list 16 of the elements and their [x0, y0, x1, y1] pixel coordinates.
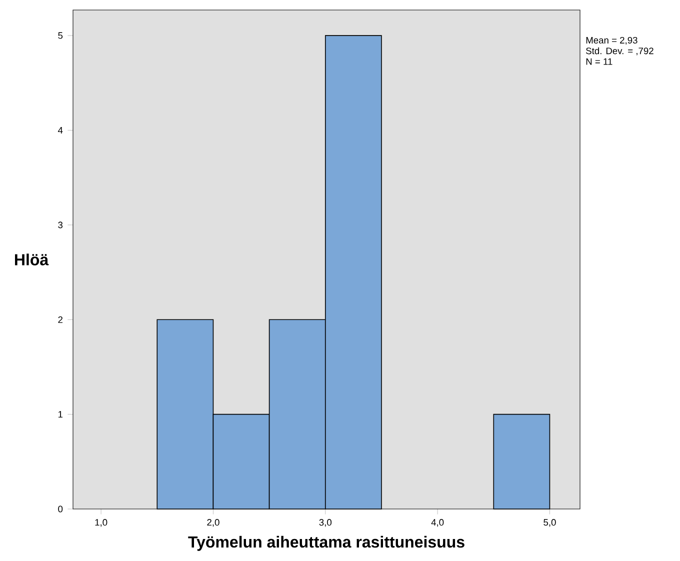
- y-tick-label: 4: [58, 127, 63, 134]
- x-axis-title: Työmelun aiheuttama rasittuneisuus: [188, 536, 464, 551]
- y-tick-label: 0: [58, 506, 63, 512]
- x-tick-label: 2,0: [207, 519, 220, 527]
- y-tick-label: 1: [58, 411, 62, 418]
- text: Mean = 2,93: [586, 36, 638, 45]
- y-axis-title: Hlöä: [15, 254, 49, 266]
- text: N = 11: [586, 58, 612, 65]
- y-tick-label: 2: [58, 316, 62, 323]
- x-tick-label: 3,0: [319, 519, 332, 527]
- x-tick-label: 1,0: [95, 519, 108, 527]
- x-tick-label: 4,0: [431, 519, 444, 527]
- x-tick-label: 5,0: [544, 519, 556, 527]
- y-tick-label: 3: [58, 222, 63, 228]
- y-tick-label: 5: [58, 32, 63, 39]
- text: Std. Dev. = ,792: [586, 47, 654, 56]
